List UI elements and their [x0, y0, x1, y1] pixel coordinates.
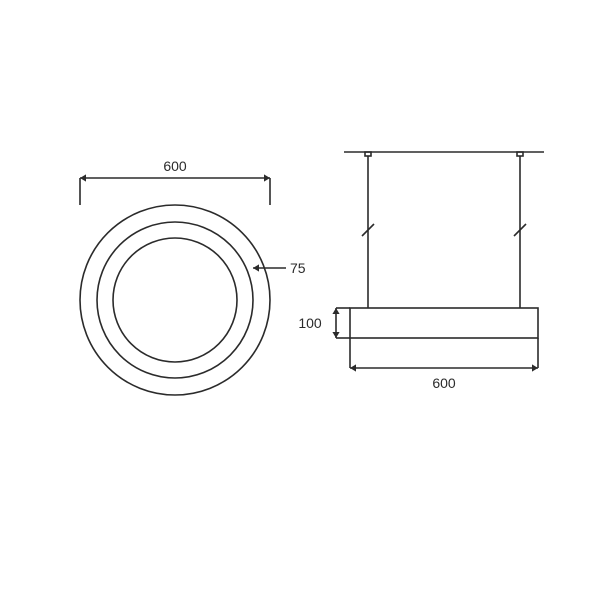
width-label: 600 — [432, 375, 456, 391]
ring-mid — [97, 222, 253, 378]
ring-inner — [113, 238, 237, 362]
height-label: 100 — [298, 315, 322, 331]
dimension-diagram: 600 75 100 600 — [0, 0, 600, 600]
top-view — [80, 205, 270, 395]
ring-width-label: 75 — [290, 260, 306, 276]
outer-diameter-label: 600 — [163, 158, 187, 174]
side-view — [350, 152, 538, 338]
fixture-body — [350, 308, 538, 338]
ring-outer — [80, 205, 270, 395]
